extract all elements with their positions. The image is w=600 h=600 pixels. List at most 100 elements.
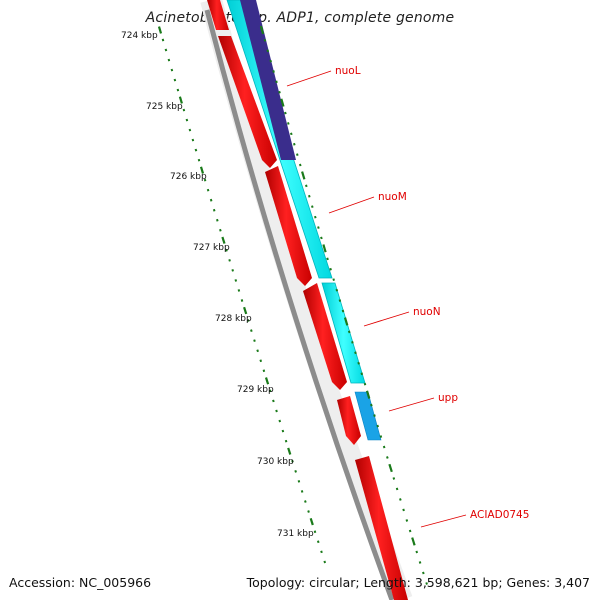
minor-tick [351,341,354,344]
minor-tick [395,487,399,491]
minor-tick [300,490,304,493]
minor-tick [298,163,302,167]
minor-tick [399,498,402,501]
minor-tick [338,299,342,302]
gene-upp[interactable] [354,391,382,441]
gene-label-nuoL[interactable]: nuoL [335,65,361,77]
minor-tick [231,269,234,272]
minor-tick [311,205,314,208]
minor-tick [269,59,272,63]
minor-tick [268,389,272,393]
minor-tick [203,178,207,182]
minor-tick [405,519,409,522]
minor-tick [278,419,282,423]
minor-tick [326,257,329,261]
gene-nuoL-overlap[interactable] [240,0,296,160]
major-tick [221,236,226,244]
minor-tick [262,369,266,373]
major-tick [309,517,314,526]
gene-labels: nuoL nuoM nuoN upp ACIAD0745 [335,65,529,521]
gene-prev[interactable] [207,0,229,30]
minor-tick [197,158,201,162]
minor-tick [320,236,323,240]
minor-tick [250,329,253,333]
tick-label: 726 kbp [170,172,207,182]
minor-tick [188,128,192,132]
minor-tick [425,582,428,585]
minor-tick [246,319,250,322]
tick-label: 728 kbp [215,314,252,324]
minor-tick [206,188,210,192]
minor-tick [176,88,180,92]
gene-label-nuoN[interactable]: nuoN [413,306,441,318]
major-tick [388,463,393,473]
minor-tick [272,70,275,73]
gene-label-ACIAD0745[interactable]: ACIAD0745 [470,509,529,521]
minor-tick [418,561,422,564]
minor-tick [161,38,165,42]
gene-nuoN[interactable] [321,282,366,384]
gene-ACIAD0745[interactable] [355,456,408,600]
minor-tick [182,108,186,112]
major-tick [287,447,292,455]
minor-tick [335,288,339,292]
minor-tick [284,111,287,115]
minor-tick [272,399,275,403]
minor-tick [402,508,405,512]
genome-summary: Topology: circular; Length: 3,598,621 bp… [246,575,590,590]
minor-tick [382,445,386,449]
gene-red-1[interactable] [218,36,277,168]
major-tick [178,96,183,104]
minor-tick [360,372,364,376]
minor-tick [308,194,311,198]
minor-tick [225,249,228,252]
major-tick [411,537,416,546]
major-tick [157,26,163,34]
minor-tick [323,560,327,564]
major-tick [322,244,327,253]
gene-red-4[interactable] [337,396,361,445]
minor-tick [314,215,317,219]
minor-tick [320,550,323,554]
minor-tick [237,289,241,292]
minor-tick [278,90,281,94]
outer-tick-ring [259,25,428,585]
minor-tick [275,409,278,413]
minor-tick [296,153,299,156]
minor-tick [167,58,171,62]
gene-label-upp[interactable]: upp [438,392,458,404]
gene-red-2[interactable] [265,166,312,286]
minor-tick [357,361,360,365]
minor-tick [370,403,373,407]
minor-tick [164,48,168,52]
minor-tick [422,571,425,575]
minor-tick [212,208,216,212]
major-tick [199,166,205,174]
minor-tick [294,469,297,473]
minor-tick [191,138,195,142]
minor-tick [415,550,419,554]
minor-tick [194,148,198,152]
minor-tick [332,278,335,281]
minor-tick [376,424,379,428]
tick-label: 730 kbp [257,457,294,467]
minor-tick [293,142,296,146]
minor-tick [291,459,294,463]
major-tick [343,317,349,326]
gene-label-nuoM[interactable]: nuoM [378,191,407,203]
gene-red-3[interactable] [303,283,347,390]
major-tick [243,306,248,315]
major-tick [280,98,285,107]
major-tick [365,390,371,399]
minor-tick [304,500,307,503]
minor-tick [170,68,174,72]
minor-tick [386,456,389,459]
minor-tick [392,477,396,480]
label-leaders [286,70,467,528]
minor-tick [216,218,219,222]
forward-strand-genes [207,0,408,600]
kbp-scale: 724 kbp 725 kbp 726 kbp 727 kbp 728 kbp … [121,31,314,539]
minor-tick [234,279,238,282]
minor-tick [373,414,376,417]
